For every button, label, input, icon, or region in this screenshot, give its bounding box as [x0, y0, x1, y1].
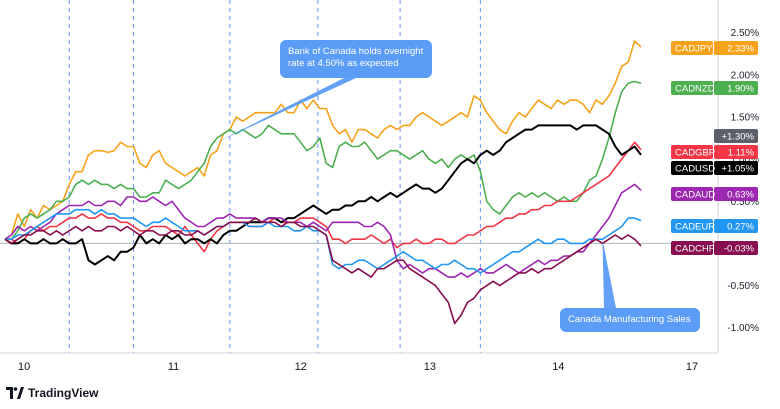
x-tick-label: 17	[686, 361, 698, 373]
series-tag-name-bg	[671, 41, 713, 55]
x-axis-ticks: 10 11 12 13 14 17	[18, 361, 698, 373]
series-line-cadchf	[4, 217, 642, 325]
annotation-box	[280, 40, 432, 78]
series-value-tags: CADJPY 2.33% CADNZD 1.90% CADGBP 1.11% CADUSD +…	[671, 41, 758, 255]
y-tick-label: 0.50%	[731, 197, 759, 208]
annotation-pointer	[217, 78, 356, 143]
series-line-cadgbp	[5, 141, 642, 253]
tradingview-logo-icon	[6, 387, 24, 399]
series-line-cadusd	[4, 124, 642, 266]
series-tag-value-bg	[714, 161, 758, 175]
series-tag-value: 1.11%	[728, 148, 755, 159]
series-tag-name: CADCHF	[675, 244, 715, 255]
series-line-cadnzd	[5, 80, 642, 240]
x-tick-label: 11	[168, 361, 179, 373]
series-tag-cadeur: CADEUR 0.27%	[671, 219, 758, 233]
series-tag-name-bg	[671, 241, 713, 255]
series-tag-cadnzd: CADNZD 1.90%	[671, 81, 758, 95]
annotation-pointer	[602, 239, 616, 308]
series-tag-value: 0.27%	[727, 222, 754, 233]
series-tag-name: CADGBP	[675, 148, 715, 159]
series-tag-value-bg	[714, 41, 758, 55]
y-tick-label: 1.00%	[731, 155, 759, 166]
x-tick-label: 10	[18, 361, 30, 373]
brand-name: TradingView	[28, 386, 99, 400]
series-tag-cadaud: CADAUD 0.63%	[671, 187, 758, 201]
y-tick-label: 2.50%	[731, 28, 759, 39]
series-tag-value-bg	[714, 145, 758, 159]
extra-value-tag: +1.30%	[714, 129, 758, 143]
series-tag-cadusd: CADUSD +1.05%	[671, 161, 758, 175]
series-tag-name-bg	[671, 81, 713, 95]
series-tag-value: 0.63%	[727, 190, 754, 201]
series-tag-cadjpy: CADJPY 2.33%	[671, 41, 758, 55]
series-tag-value: +1.05%	[722, 164, 755, 175]
series-tag-name-bg	[671, 219, 713, 233]
x-tick-label: 13	[424, 361, 436, 373]
series-line-cadjpy	[4, 40, 642, 240]
annotation-box	[560, 308, 700, 332]
series-tag-value-bg	[714, 241, 758, 255]
series-tag-name-bg	[671, 145, 713, 159]
y-tick-label: -1.00%	[727, 323, 759, 334]
series-tag-value: 2.33%	[727, 44, 754, 55]
series-tag-name: CADJPY	[675, 44, 713, 55]
x-tick-label: 14	[552, 361, 564, 373]
series-tag-value: 1.90%	[727, 84, 754, 95]
series-tag-name-bg	[671, 187, 713, 201]
extra-tag-bg	[714, 129, 758, 143]
annotation-text: rate at 4.50% as expected	[288, 58, 398, 69]
series-tag-value: -0.03%	[724, 244, 755, 255]
x-tick-label: 12	[295, 361, 307, 373]
series-line-cadaud	[4, 183, 642, 278]
series-tag-name: CADAUD	[675, 190, 715, 201]
series-tag-name: CADNZD	[675, 84, 715, 95]
y-tick-label: 1.50%	[731, 112, 759, 123]
annotation-text: Bank of Canada holds overnight	[288, 46, 424, 57]
tradingview-brand[interactable]: TradingView	[6, 386, 98, 400]
y-tick-label: 2.00%	[731, 70, 759, 81]
series-tag-value-bg	[714, 187, 758, 201]
series-tag-cadchf: CADCHF -0.03%	[671, 241, 758, 255]
series-tag-cadgbp: CADGBP 1.11%	[671, 145, 758, 159]
series-lines	[4, 40, 642, 325]
series-tag-name-bg	[671, 161, 713, 175]
annotation-callout[interactable]: Canada Manufacturing Sales	[560, 239, 700, 332]
y-axis-ticks: 2.50% 2.00% 1.50% 1.00% 0.50% -0.50% -1.00%	[727, 28, 759, 334]
series-tag-value-bg	[714, 81, 758, 95]
annotation-text: Canada Manufacturing Sales	[568, 314, 691, 325]
series-tag-name: CADUSD	[675, 164, 715, 175]
series-tag-value-bg	[714, 219, 758, 233]
y-tick-label: -0.50%	[727, 281, 759, 292]
series-tag-name: CADEUR	[675, 222, 715, 233]
extra-tag-value: +1.30%	[722, 132, 755, 143]
